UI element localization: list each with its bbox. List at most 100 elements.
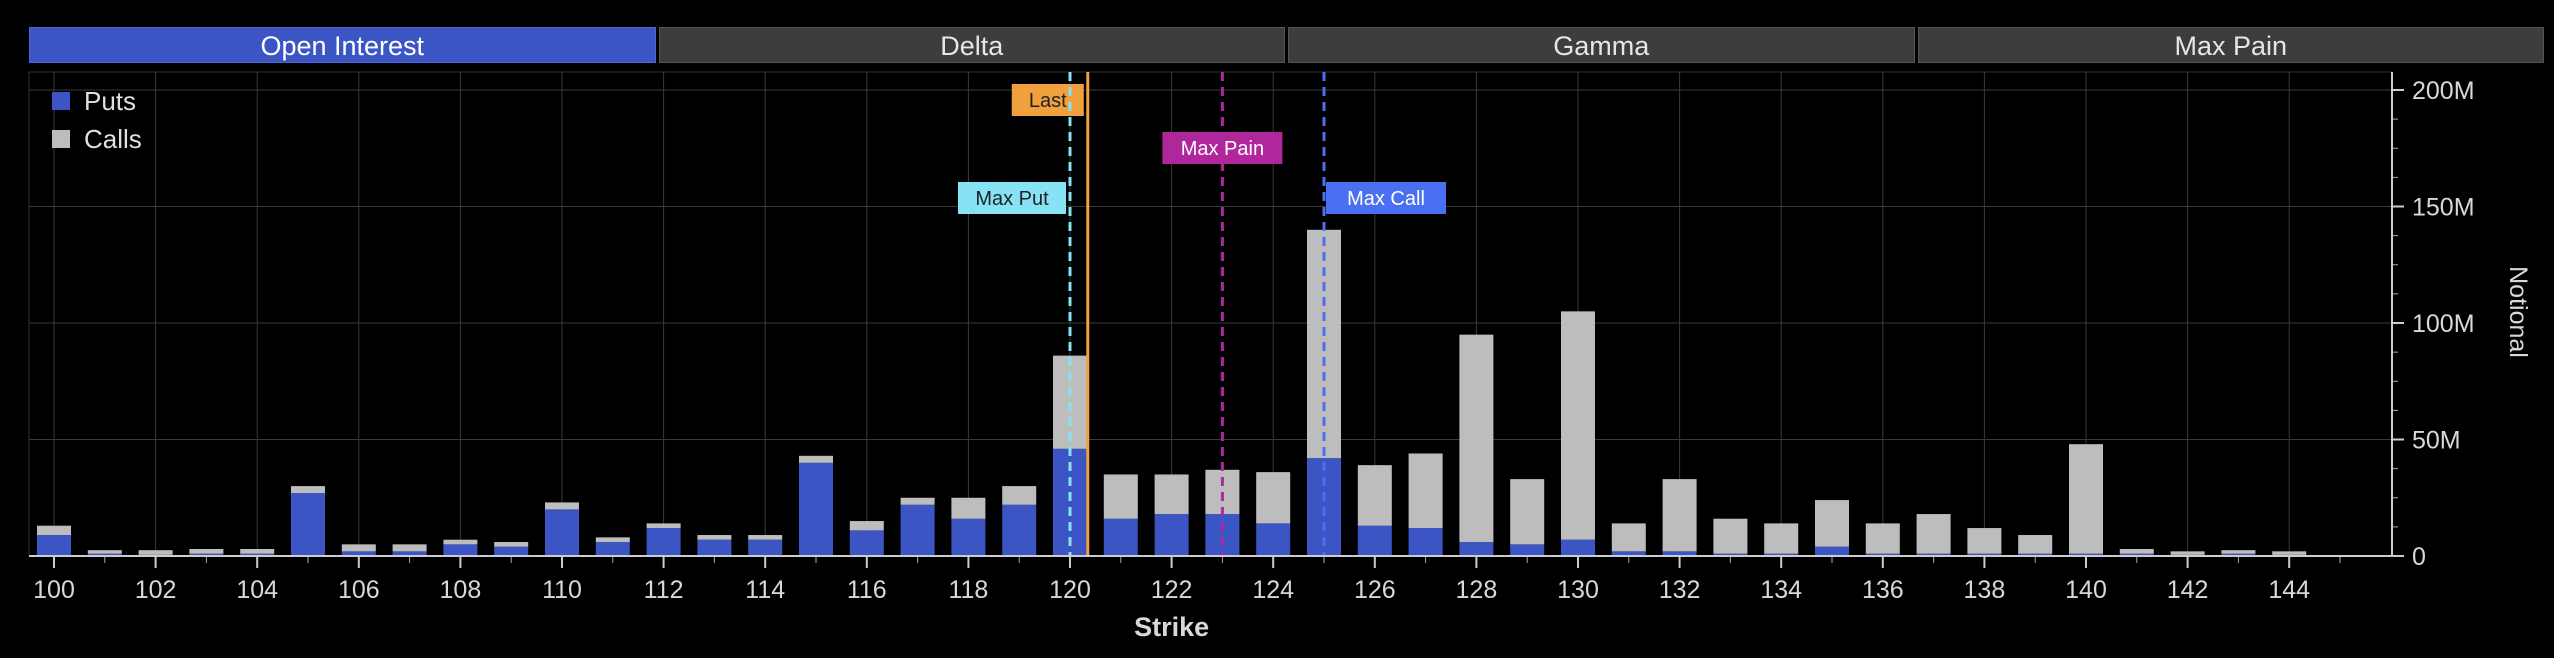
bar-puts [1256,523,1291,556]
bar-calls [1459,334,1494,543]
bar-calls [951,497,986,519]
y-tick-label: 0 [2412,543,2426,571]
bar-puts [1815,546,1849,556]
x-tick-label: 122 [1151,576,1193,604]
bar-calls [443,539,478,545]
bar-calls [2119,549,2154,554]
bar-calls [849,521,884,531]
bar-puts [392,551,427,556]
x-tick-label: 108 [440,576,482,604]
bar-calls [2018,535,2053,554]
bar-puts [1357,525,1392,556]
bar-puts [1611,551,1646,556]
x-tick-label: 144 [2268,576,2310,604]
chart-tab-bar: Open Interest Delta Gamma Max Pain [29,27,2544,63]
legend-label: Calls [84,124,142,154]
x-axis-title: Strike [1134,612,1209,642]
bar-calls [1408,453,1443,529]
marker-label-box [1326,182,1446,214]
y-tick-label: 100M [2412,310,2475,338]
x-tick-label: 128 [1456,576,1498,604]
bar-puts [1002,504,1037,556]
axes: 0 50M 100M 150M 200M 100 102 104 106 108 110 112 114… [29,72,2532,642]
bar-puts [494,546,529,556]
bar-calls [2272,551,2307,555]
legend: Puts Calls [52,86,142,154]
x-tick-label: 116 [847,576,887,604]
marker-label: Last [1029,90,1067,112]
bar-calls [1967,528,2002,554]
bar-puts [1713,553,1748,556]
bar-calls [1713,518,1748,554]
bar-calls [2170,551,2205,555]
marker-lines: Last Max Pain Max Put Max Call [958,72,1446,556]
bar-calls [900,497,935,505]
bar-calls [646,523,681,529]
bar-puts [799,462,833,556]
bar-puts [697,539,732,556]
bar-puts [1764,553,1799,556]
marker-label-box [1162,132,1283,164]
tab-delta[interactable]: Delta [658,27,1285,63]
x-tick-label: 120 [1049,576,1091,604]
bar-calls [1357,465,1392,526]
bar-calls [1510,479,1545,545]
bar-puts [951,518,986,556]
marker-label-box [958,182,1066,214]
bar-puts [2119,553,2154,556]
bar-puts [291,493,325,556]
bar-calls [697,535,732,540]
bar-calls [392,544,427,552]
bar-puts [1408,528,1443,556]
x-tick-label: 104 [236,576,278,604]
bar-calls [1865,523,1900,554]
bar-puts [849,530,884,556]
bar-puts [595,542,630,556]
legend-swatch [52,92,70,110]
bar-puts [545,509,579,556]
bar-puts [900,504,935,556]
tab-gamma[interactable]: Gamma [1288,27,1915,63]
bar-calls [595,537,630,543]
bar-puts [189,553,224,556]
bar-calls [1154,474,1189,515]
bar-puts [87,553,122,556]
tab-open-interest[interactable]: Open Interest [29,27,656,63]
x-tick-label: 138 [1964,576,2006,604]
y-tick-label: 200M [2412,77,2475,105]
x-tick-label: 102 [135,576,177,604]
bar-puts [1103,518,1138,556]
bar-calls [1561,311,1595,540]
y-tick-label: 50M [2412,427,2461,455]
bar-calls [341,544,376,552]
bar-calls [545,502,579,510]
tab-max-pain[interactable]: Max Pain [1917,27,2544,63]
bar-puts [1154,514,1189,556]
bar-calls [291,486,325,494]
bar-calls [1916,514,1951,554]
bar-calls [748,535,783,540]
y-axis-title: Notional [2504,266,2532,358]
bar-calls [1662,479,1697,552]
bar-puts [646,528,681,556]
bar-calls [1764,523,1799,554]
x-tick-label: 132 [1659,576,1701,604]
bar-puts [1459,542,1494,556]
bar-puts [1510,544,1545,556]
bar-calls [1611,523,1646,552]
x-tick-label: 112 [644,576,684,604]
x-tick-label: 136 [1862,576,1904,604]
bar-puts [443,544,478,556]
bar-puts [1205,514,1240,556]
bar-calls [799,455,833,463]
bar-calls [2221,550,2256,554]
legend-label: Puts [84,86,136,116]
x-tick-label: 124 [1252,576,1294,604]
bar-puts [1967,553,2002,556]
marker-label-box [1011,84,1084,116]
bar-puts [341,551,376,556]
marker-label: Max Pain [1181,138,1264,160]
x-tick-label: 142 [2167,576,2209,604]
bar-calls [1002,486,1037,505]
